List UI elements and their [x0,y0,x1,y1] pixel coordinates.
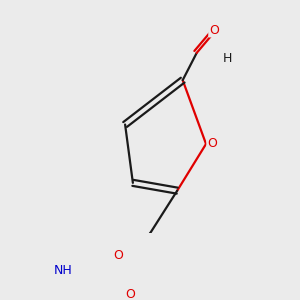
Text: H: H [223,52,232,65]
Text: O: O [125,288,135,300]
Text: O: O [113,249,123,262]
Text: O: O [207,137,217,151]
Text: NH: NH [54,264,73,277]
Text: O: O [209,24,219,37]
